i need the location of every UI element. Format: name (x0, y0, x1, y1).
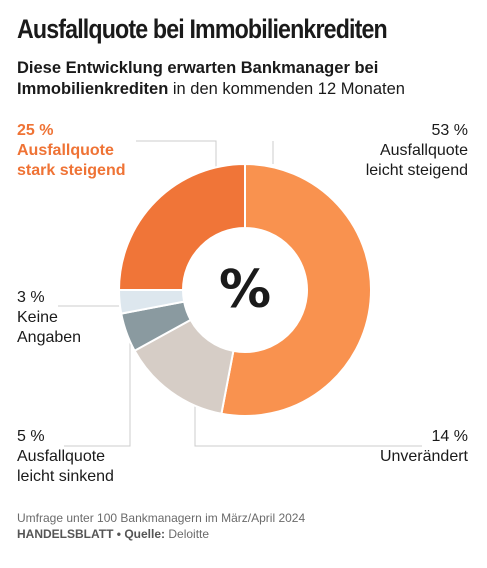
footer-source: Deloitte (168, 527, 210, 541)
label-unveraendert: 14 % Unverändert (380, 427, 468, 467)
label-leicht-sinkend-value: 5 % (17, 428, 45, 445)
label-keine-angaben-line2: Angaben (17, 329, 82, 346)
label-leicht-sinkend-line1: Ausfallquote (17, 448, 106, 465)
label-keine-angaben: 3 % Keine Angaben (17, 288, 81, 348)
subtitle-rest: in den kommenden 12 Monaten (172, 80, 405, 98)
label-leicht-steigend-line1: Ausfallquote (379, 142, 468, 159)
donut-slices (117, 162, 372, 417)
footer-separator: • (116, 527, 121, 541)
footer-source-label: Quelle: (124, 527, 166, 541)
label-unveraendert-value: 14 % (431, 428, 468, 445)
label-leicht-steigend-line2: leicht steigend (365, 162, 468, 179)
footer-brand: HANDELSBLATT (17, 527, 114, 541)
label-leicht-steigend-value: 53 % (431, 122, 468, 139)
label-stark-steigend-value: 25 % (17, 122, 54, 139)
chart-title: Ausfallquote bei Immobilienkrediten (17, 14, 388, 44)
footer: Umfrage unter 100 Bankmanagern im März/A… (17, 510, 305, 542)
leader-leicht-sinkend (64, 336, 131, 447)
leader-unveraendert (194, 405, 422, 447)
label-leicht-sinkend-line2: leicht sinkend (17, 468, 114, 485)
footer-credit: HANDELSBLATT • Quelle: Deloitte (17, 526, 305, 542)
leader-lines (58, 140, 422, 447)
label-leicht-steigend: 53 % Ausfallquote leicht steigend (366, 121, 468, 181)
label-stark-steigend-line2: stark steigend (17, 162, 126, 179)
label-keine-angaben-line1: Keine (17, 309, 58, 326)
label-unveraendert-line1: Unverändert (379, 448, 468, 465)
donut-slice-4 (117, 162, 246, 291)
label-leicht-sinkend: 5 % Ausfallquote leicht sinkend (17, 427, 114, 487)
footer-note: Umfrage unter 100 Bankmanagern im März/A… (17, 511, 306, 525)
subtitle-bold: Diese Entwicklung erwarten Bankmanager b… (17, 59, 379, 98)
label-stark-steigend-line1: Ausfallquote (17, 142, 114, 159)
percent-symbol: % (218, 260, 272, 320)
donut-slice-0 (220, 162, 372, 417)
leader-stark-steigend (136, 140, 217, 172)
label-keine-angaben-value: 3 % (17, 289, 45, 306)
label-stark-steigend: 25 % Ausfallquote stark steigend (17, 121, 125, 181)
chart-subtitle: Diese Entwicklung erwarten Bankmanager b… (17, 58, 477, 100)
